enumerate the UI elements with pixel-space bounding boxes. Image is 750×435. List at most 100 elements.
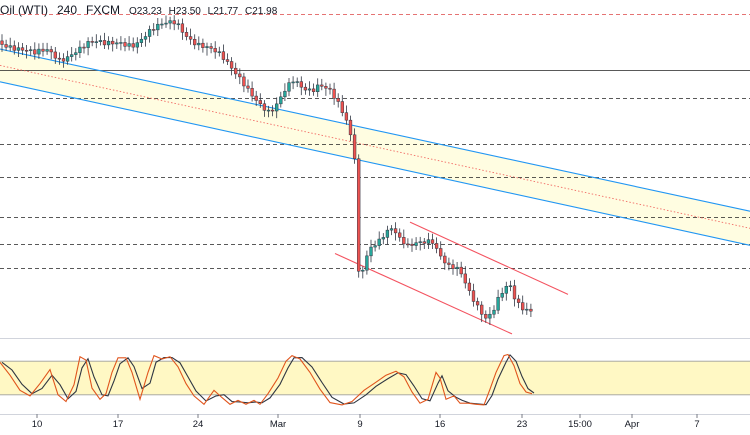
candle-body: [373, 245, 377, 248]
candle-body: [340, 101, 344, 113]
candle-body: [193, 38, 197, 46]
candle: [16, 42, 21, 58]
candle-body: [213, 48, 217, 53]
candle: [521, 295, 525, 315]
candle-body: [90, 41, 94, 43]
candle-body: [229, 61, 234, 69]
candle: [86, 37, 90, 56]
candle: [61, 53, 66, 68]
candle: [258, 93, 262, 108]
chart-legend: Oil (WTI) 240 FXCM O23.23 H23.50 L21.77 …: [0, 3, 281, 17]
candle: [20, 42, 25, 55]
candle: [418, 236, 422, 251]
candle: [443, 252, 447, 270]
candle-body: [65, 56, 70, 62]
candle-body: [377, 238, 381, 246]
candle: [176, 19, 180, 30]
candle: [426, 232, 431, 250]
candle: [504, 281, 508, 301]
candle-body: [402, 237, 406, 245]
candle: [369, 239, 373, 263]
candle-body: [156, 23, 160, 31]
candle: [4, 39, 8, 51]
candle: [393, 222, 398, 241]
candle-body: [12, 45, 16, 51]
exchange-label: FXCM: [86, 3, 121, 17]
candle: [361, 266, 365, 279]
candle: [217, 46, 221, 57]
candle: [340, 95, 344, 117]
candle: [184, 27, 189, 41]
candle: [65, 50, 70, 65]
candle-body: [135, 42, 139, 48]
candle-body: [127, 43, 131, 47]
candle: [295, 77, 299, 87]
candle-body: [94, 41, 98, 43]
candle-body: [143, 36, 148, 40]
candle: [98, 35, 103, 46]
candle-body: [516, 298, 521, 303]
candle: [188, 28, 193, 45]
candle-body: [57, 57, 62, 60]
candle: [168, 16, 172, 30]
candle: [279, 91, 283, 108]
candle-body: [381, 237, 385, 240]
candle-body: [41, 48, 45, 52]
candle: [328, 83, 332, 95]
candle: [434, 237, 439, 254]
candle-body: [459, 266, 463, 275]
candle: [336, 93, 340, 108]
candle: [8, 37, 12, 52]
candle: [0, 34, 4, 52]
candle: [389, 225, 394, 236]
candle-body: [184, 32, 189, 37]
candle: [357, 154, 361, 278]
candle: [398, 228, 402, 242]
candle: [430, 233, 435, 250]
candle: [414, 237, 418, 251]
candle: [496, 289, 500, 314]
candle: [119, 36, 123, 51]
candle-body: [307, 88, 312, 91]
candle-body: [270, 109, 275, 112]
candle-body: [283, 90, 287, 98]
candle-body: [328, 87, 332, 90]
candle: [480, 301, 484, 323]
candle-body: [262, 103, 267, 111]
candle-body: [119, 42, 123, 44]
candle-body: [225, 59, 230, 62]
candle: [512, 279, 517, 307]
descending-channel: [0, 48, 750, 246]
high-value: H23.50: [168, 6, 201, 17]
candle-body: [467, 282, 472, 291]
candle-body: [29, 49, 33, 51]
candle: [156, 17, 160, 37]
axis-tick-label: 15:00: [568, 419, 592, 430]
candle-body: [70, 54, 74, 57]
candle: [381, 233, 385, 245]
candle: [234, 62, 238, 79]
candle-body: [447, 262, 451, 265]
symbol-label: Oil (WTI): [0, 3, 48, 17]
candle-body: [398, 232, 402, 238]
candle: [147, 25, 152, 43]
candle-body: [180, 23, 185, 33]
candle-body: [201, 42, 205, 48]
candle-body: [291, 81, 295, 84]
candle-body: [332, 88, 336, 99]
candle: [143, 31, 148, 47]
candle: [127, 36, 131, 51]
candle-body: [205, 46, 209, 48]
candle: [180, 18, 185, 40]
axis-tick-label: Mar: [270, 419, 286, 430]
axis-tick-label: Apr: [625, 419, 640, 430]
candle-body: [488, 313, 492, 319]
candle: [197, 36, 201, 51]
candle-body: [164, 22, 168, 25]
candle: [467, 278, 472, 296]
candle-body: [78, 46, 82, 53]
candle-body: [86, 41, 90, 48]
candle: [12, 40, 16, 55]
